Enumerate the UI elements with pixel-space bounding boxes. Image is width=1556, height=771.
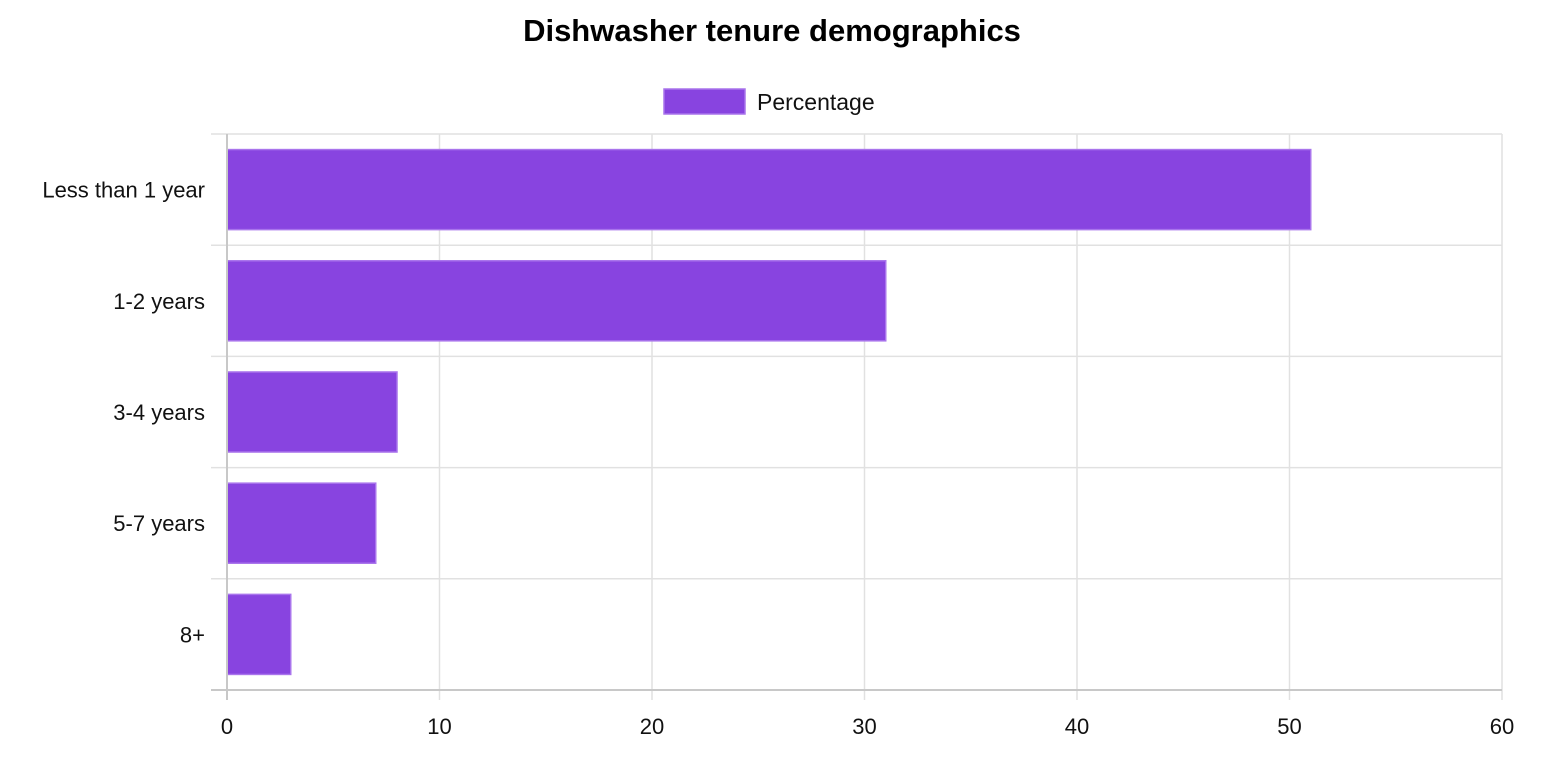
bar[interactable]: [226, 260, 887, 342]
y-category-label: 3-4 years: [113, 400, 205, 425]
axis-labels: 0 10 20 30 40 50 60 Less than 1 year 1-2 years 3-…: [42, 178, 1514, 739]
y-category-label: 5-7 years: [113, 511, 205, 536]
axes: [211, 134, 1502, 700]
x-tick-label: 10: [427, 714, 451, 739]
bar[interactable]: [226, 148, 1312, 231]
legend-label: Percentage: [757, 89, 875, 115]
x-tick-label: 50: [1277, 714, 1301, 739]
x-tick-label: 0: [221, 714, 233, 739]
legend-swatch: [663, 88, 746, 115]
x-tick-label: 30: [852, 714, 876, 739]
bar[interactable]: [226, 593, 292, 676]
x-tick-label: 60: [1490, 714, 1514, 739]
chart-title: Dishwasher tenure demographics: [523, 13, 1021, 48]
bar[interactable]: [226, 371, 398, 453]
y-category-label: 1-2 years: [113, 289, 205, 314]
x-tick-label: 20: [640, 714, 664, 739]
y-category-label: Less than 1 year: [42, 178, 205, 203]
legend[interactable]: Percentage: [663, 88, 875, 115]
x-tick-label: 40: [1065, 714, 1089, 739]
bars: [226, 148, 1312, 676]
y-category-label: 8+: [180, 622, 205, 647]
bar[interactable]: [226, 482, 377, 564]
